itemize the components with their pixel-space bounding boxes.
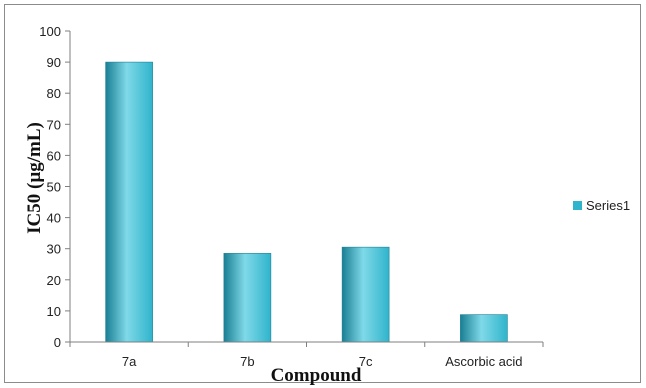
x-tick-label: 7b [240, 354, 254, 369]
bar-7b [223, 253, 272, 343]
legend: Series1 [573, 198, 630, 213]
y-tick-label: 10 [47, 304, 61, 319]
y-tick-label: 80 [47, 86, 61, 101]
y-tick-label: 20 [47, 273, 61, 288]
y-tick-label: 40 [47, 211, 61, 226]
bars-group [105, 61, 508, 343]
y-tick-label: 50 [47, 180, 61, 195]
x-tick-labels: 7a 7b 7c Ascorbic acid [122, 354, 523, 369]
legend-label-series1: Series1 [586, 198, 630, 213]
y-tick-label: 60 [47, 148, 61, 163]
y-axis-title: IC50 (µg/mL) [24, 122, 45, 234]
y-tick-label: 0 [54, 335, 61, 350]
x-tick-label: Ascorbic acid [445, 354, 522, 369]
bar-7c [341, 246, 390, 343]
bar-7a [105, 61, 153, 343]
axes-group [65, 30, 544, 347]
y-tick-labels: 0 10 20 30 40 50 60 70 80 90 100 [39, 24, 61, 350]
legend-swatch-series1 [573, 201, 582, 210]
x-tick-label: 7c [359, 354, 373, 369]
y-tick-label: 90 [47, 55, 61, 70]
x-tick-label: 7a [122, 354, 137, 369]
y-tick-label: 100 [39, 24, 61, 39]
y-tick-label: 70 [47, 117, 61, 132]
x-axis-title: Compound [271, 365, 362, 386]
bar-ascorbic-acid [460, 314, 508, 343]
y-tick-label: 30 [47, 242, 61, 257]
